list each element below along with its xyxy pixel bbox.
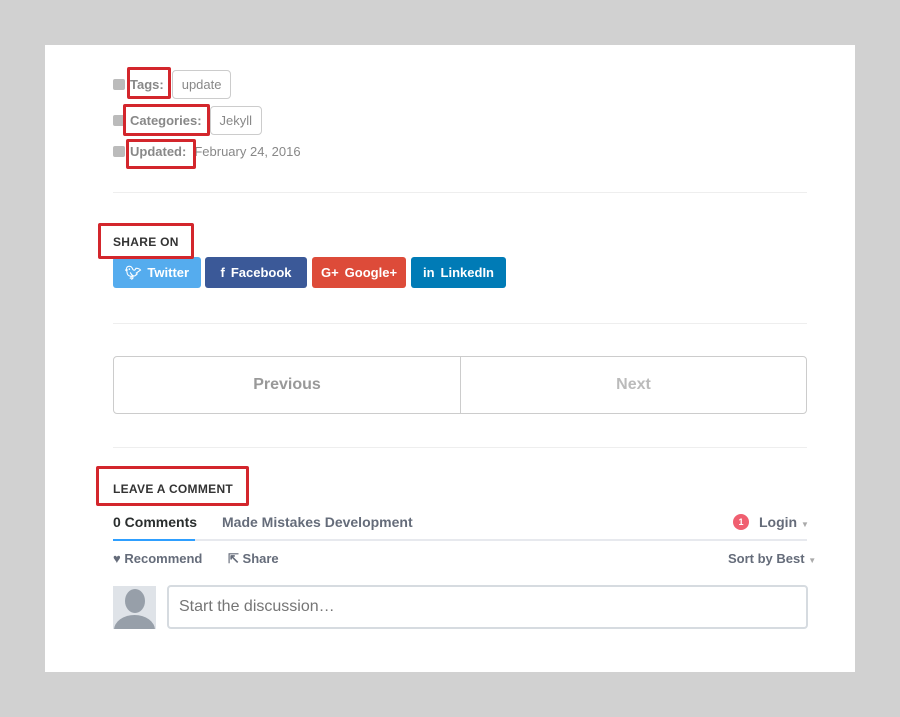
share-title: SHARE ON [113,235,179,249]
folder-icon [113,114,125,126]
facebook-icon: f [220,265,225,280]
categories-row: Categories: Jekyll [113,105,263,135]
categories-label: Categories: [130,112,202,128]
twitter-share-button[interactable]: 🐦︎ Twitter [113,257,201,288]
divider [113,323,807,324]
tag-icon [113,78,125,90]
annotation-box [123,104,210,136]
tags-label: Tags: [130,76,164,92]
google-plus-icon: G+ [320,265,339,280]
divider [113,192,807,193]
notification-badge[interactable]: 1 [733,514,749,530]
sort-label: Sort by Best [728,551,805,566]
chevron-down-icon: ▼ [808,556,817,565]
login-dropdown[interactable]: Login ▼ [759,514,809,530]
recommend-button[interactable]: ♥ Recommend [113,551,202,566]
next-button[interactable]: Next [460,356,807,414]
annotation-box [98,223,194,259]
updated-row: Updated: February 24, 2016 [113,137,301,165]
active-tab-indicator [113,539,195,541]
recommend-label: Recommend [124,551,203,566]
linkedin-icon: in [422,265,435,280]
google-share-button[interactable]: G+ Google+ [312,257,406,288]
tag-update[interactable]: update [171,69,232,99]
chevron-down-icon: ▼ [801,520,809,529]
avatar [113,586,156,629]
updated-label: Updated: [130,143,187,159]
share-icon: ⇱ [228,551,239,566]
annotation-box [126,139,196,169]
linkedin-share-button[interactable]: in LinkedIn [411,257,506,288]
tab-underline [113,539,807,541]
tab-comments[interactable]: 0 Comments [113,514,198,530]
calendar-icon [113,145,125,157]
share-button[interactable]: ⇱ Share [228,551,279,567]
twitter-icon: 🐦︎ [124,264,142,280]
login-label: Login [759,514,798,530]
divider [113,447,807,448]
facebook-share-button[interactable]: f Facebook [205,257,307,288]
tags-row: Tags: update [113,69,232,99]
linkedin-label: LinkedIn [440,265,494,280]
category-jekyll[interactable]: Jekyll [209,105,263,135]
facebook-label: Facebook [230,265,292,280]
page-card [45,45,855,672]
heart-icon: ♥ [113,551,121,566]
comment-title: LEAVE A COMMENT [113,482,234,496]
tab-community[interactable]: Made Mistakes Development [222,514,413,530]
comment-input[interactable] [167,585,808,629]
twitter-label: Twitter [147,265,190,280]
annotation-box [127,67,171,99]
updated-date: February 24, 2016 [194,143,301,159]
google-label: Google+ [344,265,398,280]
sort-dropdown[interactable]: Sort by Best ▼ [728,551,816,566]
annotation-box [96,466,249,506]
share-label: Share [242,551,279,566]
previous-button[interactable]: Previous [113,356,461,414]
